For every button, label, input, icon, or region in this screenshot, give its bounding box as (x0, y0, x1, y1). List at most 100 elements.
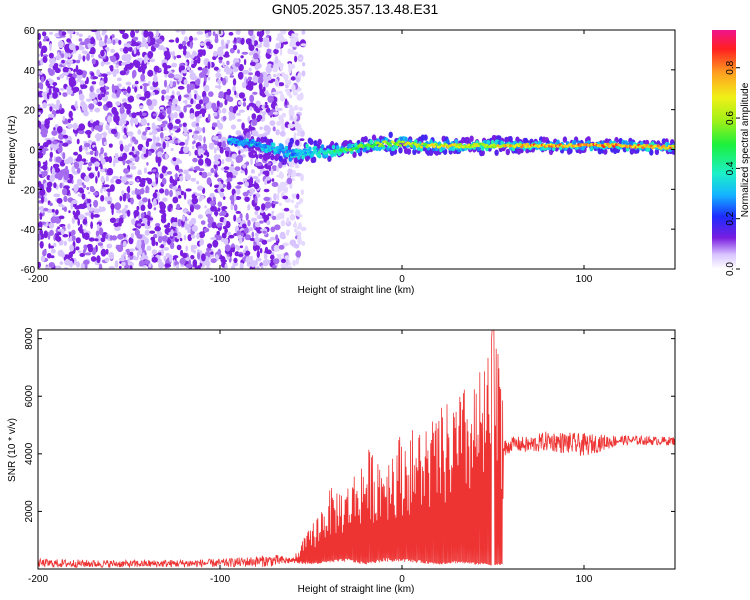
noise-speckle (233, 193, 237, 202)
noise-speckle (220, 210, 227, 216)
noise-speckle (215, 72, 222, 79)
noise-speckle (244, 181, 249, 188)
noise-speckle (79, 253, 85, 257)
noise-speckle (47, 85, 54, 89)
noise-speckle (276, 107, 283, 111)
noise-speckle (170, 148, 174, 151)
noise-speckle (46, 139, 52, 145)
noise-speckle (300, 43, 307, 47)
noise-speckle (179, 175, 184, 182)
noise-speckle (107, 115, 113, 123)
noise-speckle (202, 143, 208, 151)
noise-speckle (119, 106, 125, 115)
noise-speckle (87, 191, 91, 195)
noise-speckle (255, 178, 261, 184)
snr-axes: -200 -100 0 100 8000 6000 4000 2000 (24, 327, 675, 585)
noise-speckle (122, 240, 127, 248)
noise-speckle (272, 201, 279, 205)
noise-speckle (280, 263, 286, 268)
noise-speckle (173, 139, 178, 144)
y-tick-label: 40 (24, 66, 36, 77)
noise-speckle (135, 111, 142, 116)
noise-speckle (79, 93, 85, 102)
colorbar-tick-label: 0.2 (725, 211, 736, 225)
signal-track-point (412, 148, 417, 156)
noise-speckle (159, 115, 165, 120)
noise-speckle (241, 223, 247, 229)
noise-speckle (214, 209, 218, 217)
noise-speckle (294, 228, 298, 233)
noise-speckle (240, 37, 245, 45)
noise-speckle (62, 233, 69, 238)
noise-speckle (78, 54, 82, 61)
signal-track-point (486, 139, 491, 145)
noise-speckle (277, 184, 284, 192)
noise-speckle (39, 241, 44, 249)
signal-track-point (469, 135, 474, 142)
noise-speckle (59, 103, 62, 111)
noise-speckle (186, 211, 191, 215)
noise-speckle (68, 210, 71, 214)
noise-speckle (138, 57, 143, 62)
noise-speckle (53, 147, 57, 152)
signal-track-point (480, 149, 485, 156)
noise-speckle (173, 180, 178, 186)
noise-speckle (160, 202, 164, 209)
noise-speckle (129, 157, 136, 162)
signal-track-point (430, 143, 435, 146)
noise-speckle (293, 132, 297, 138)
noise-speckle (288, 78, 292, 86)
noise-speckle (111, 106, 118, 115)
noise-speckle (118, 39, 122, 45)
noise-speckle (93, 146, 97, 152)
noise-speckle (98, 227, 104, 236)
noise-speckle (287, 168, 293, 175)
noise-speckle (150, 33, 154, 38)
noise-speckle (200, 220, 206, 225)
noise-speckle (146, 99, 153, 106)
noise-speckle (88, 237, 95, 242)
noise-speckle (218, 56, 224, 61)
noise-speckle (73, 162, 79, 165)
noise-speckle (300, 173, 304, 182)
noise-speckle (145, 237, 149, 244)
noise-speckle (88, 139, 93, 144)
noise-speckle (278, 82, 285, 87)
noise-speckle (172, 196, 179, 204)
noise-speckle (144, 229, 150, 236)
noise-speckle (94, 238, 99, 242)
noise-speckle (276, 72, 281, 77)
noise-speckle (280, 220, 286, 227)
noise-speckle (121, 261, 126, 267)
noise-speckle (38, 160, 41, 168)
noise-speckle (49, 202, 53, 207)
noise-speckle (38, 53, 41, 57)
noise-speckle (182, 45, 187, 51)
noise-speckle (226, 68, 233, 74)
noise-speckle (134, 60, 141, 68)
noise-speckle (116, 209, 123, 214)
noise-speckle (142, 197, 148, 203)
noise-speckle (271, 78, 276, 82)
noise-speckle (244, 226, 249, 234)
noise-speckle (188, 168, 194, 172)
noise-speckle (254, 232, 259, 238)
noise-speckle (160, 124, 166, 128)
noise-speckle (252, 75, 259, 83)
noise-speckle (205, 41, 211, 47)
signal-track-point (398, 147, 403, 154)
spectrogram-axes: -200 -100 0 100 60 40 20 0 -20 -40 -60 (21, 26, 675, 285)
noise-speckle (261, 203, 266, 211)
noise-speckle (299, 57, 302, 61)
noise-speckle (157, 159, 161, 167)
noise-speckle (76, 69, 83, 76)
noise-speckle (262, 86, 266, 92)
noise-speckle (263, 252, 268, 260)
signal-track-point (308, 146, 312, 152)
noise-speckle (71, 199, 78, 205)
noise-speckle (176, 231, 182, 240)
noise-speckle (161, 95, 165, 102)
noise-speckle (294, 123, 302, 131)
noise-speckle (194, 149, 198, 156)
noise-speckle (99, 122, 104, 126)
